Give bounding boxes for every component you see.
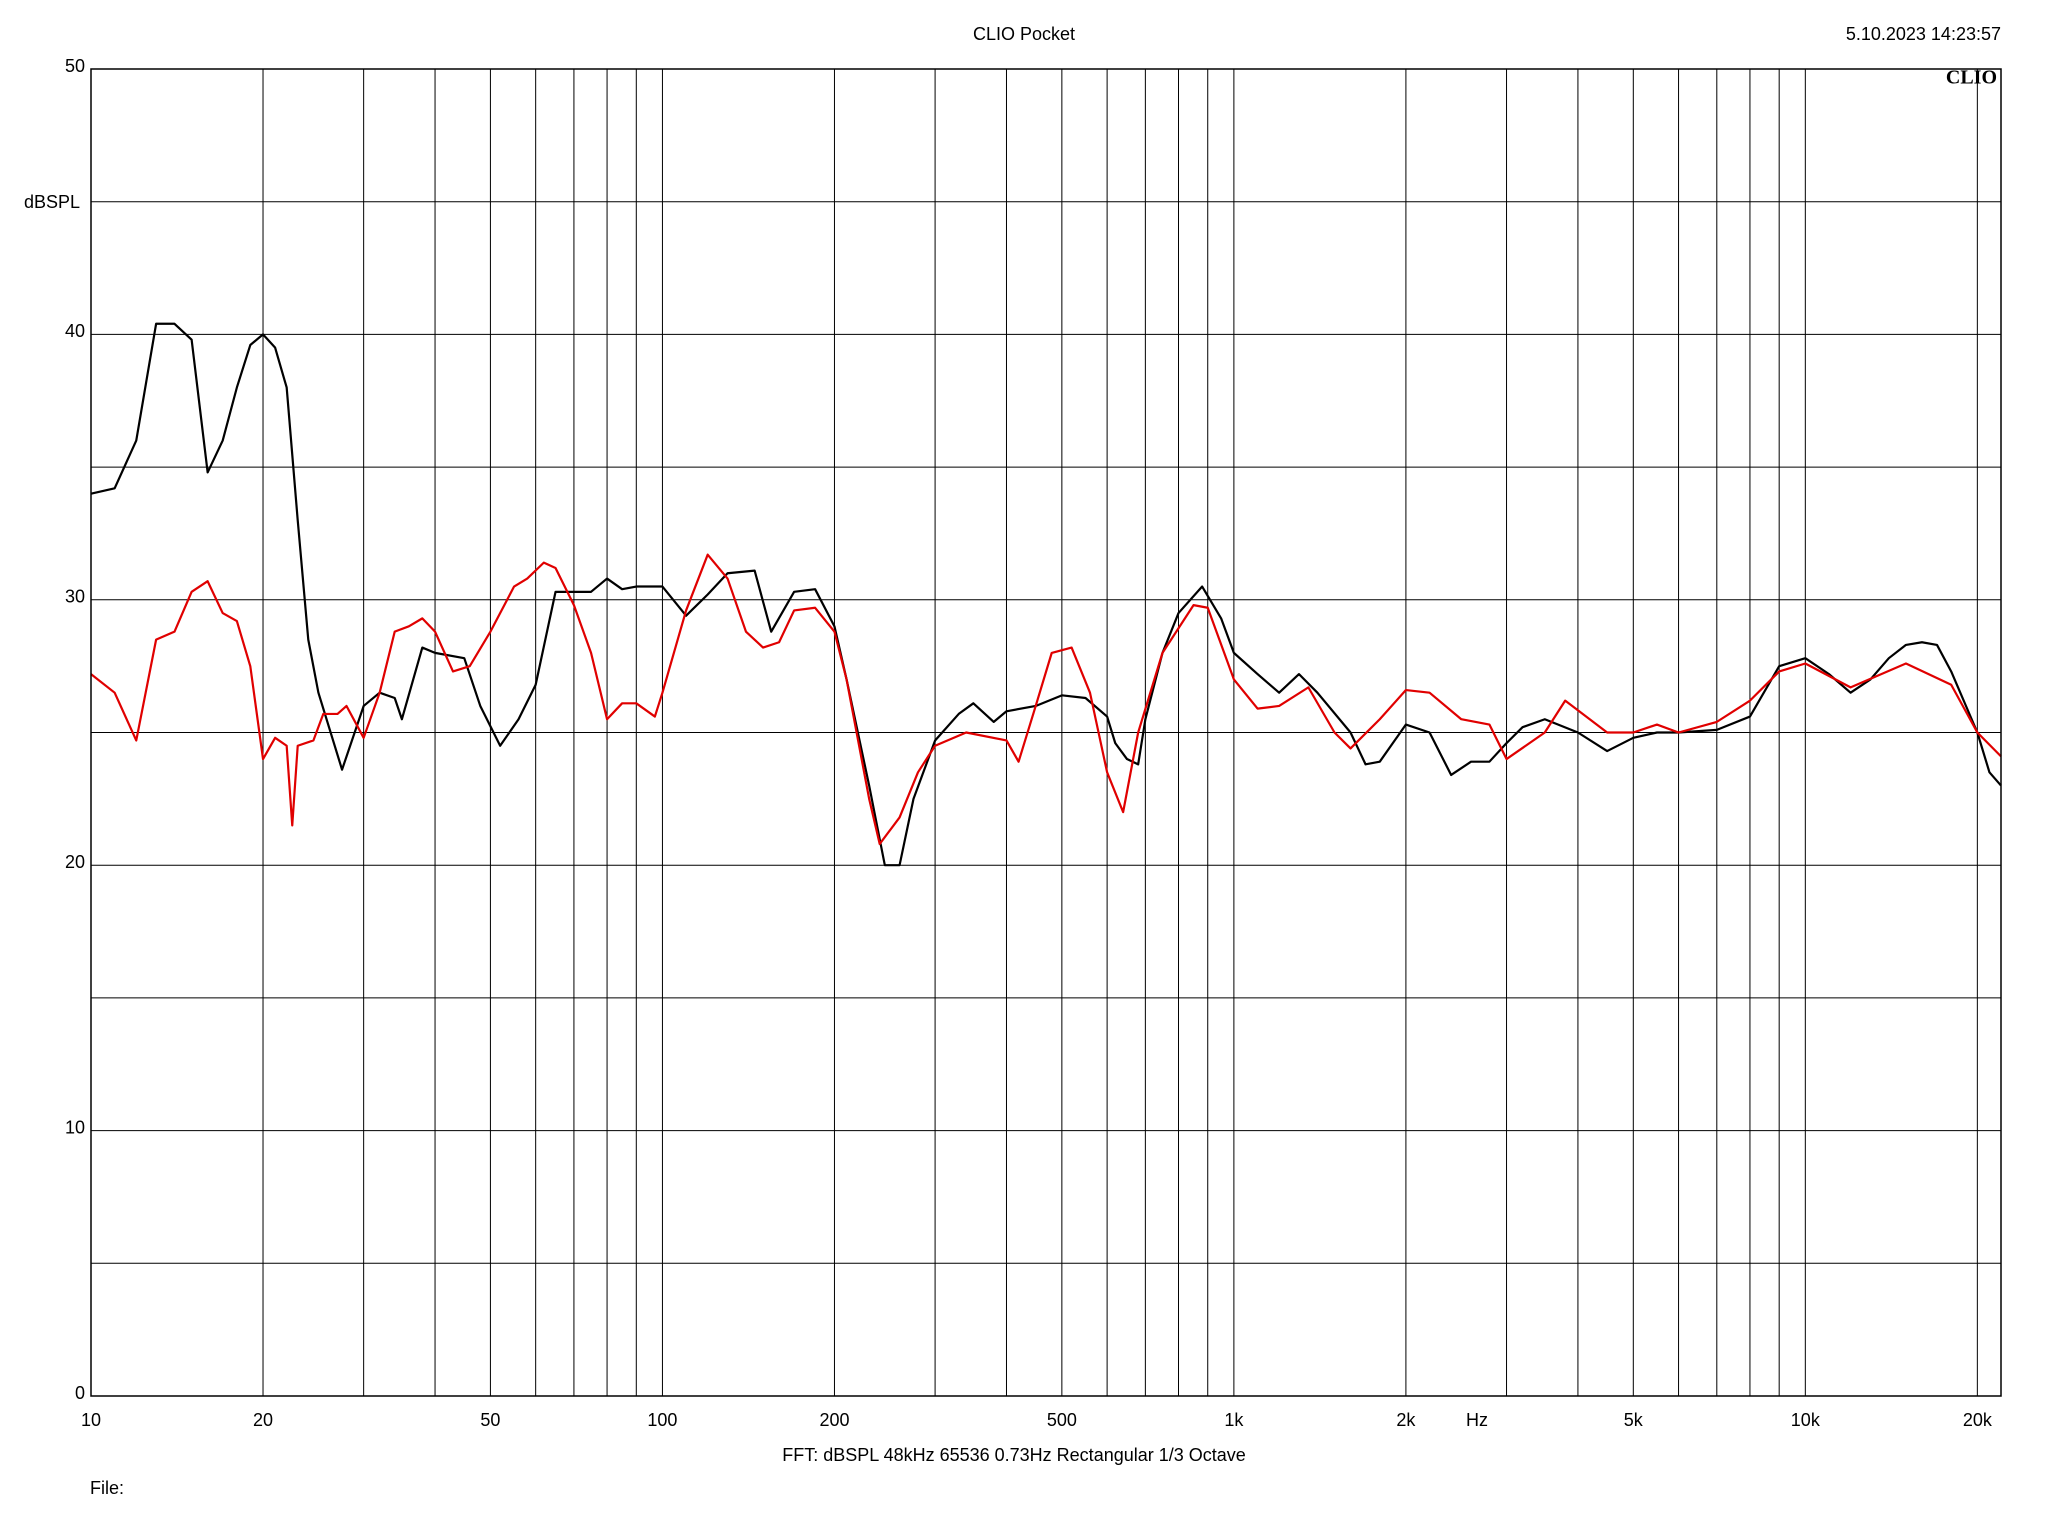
x-tick-label: 200 [819,1410,849,1430]
y-tick-label: 50 [65,56,85,76]
y-tick-label: 10 [65,1117,85,1137]
y-tick-label: 20 [65,852,85,872]
x-tick-label: 20 [253,1410,273,1430]
logo: CLIO [1946,67,1997,89]
y-tick-label: 30 [65,587,85,607]
y-axis-label: dBSPL [24,192,80,212]
timestamp: 5.10.2023 14:23:57 [1846,24,2001,44]
x-tick-label: 50 [480,1410,500,1430]
x-tick-label: 100 [647,1410,677,1430]
file-label: File: [90,1478,124,1498]
series-line [90,322,2002,867]
plot-lines [90,322,2002,867]
footer: FFT: dBSPL 48kHz 65536 0.73Hz Rectangula… [782,1445,1246,1465]
y-tick-label: 40 [65,321,85,341]
x-tick-label: 5k [1624,1410,1644,1430]
x-tick-label: 20k [1963,1410,1993,1430]
x-tick-label: 2k [1396,1410,1416,1430]
y-tick-label: 0 [75,1383,85,1403]
x-tick-label: 10 [81,1410,101,1430]
chart-title: CLIO Pocket [973,24,1075,44]
plot-frame [90,68,2002,1397]
x-axis-label: Hz [1466,1410,1488,1430]
x-tick-label: 500 [1047,1410,1077,1430]
x-tick-label: 10k [1791,1410,1821,1430]
series-line [90,553,2002,846]
x-tick-label: 1k [1224,1410,1244,1430]
